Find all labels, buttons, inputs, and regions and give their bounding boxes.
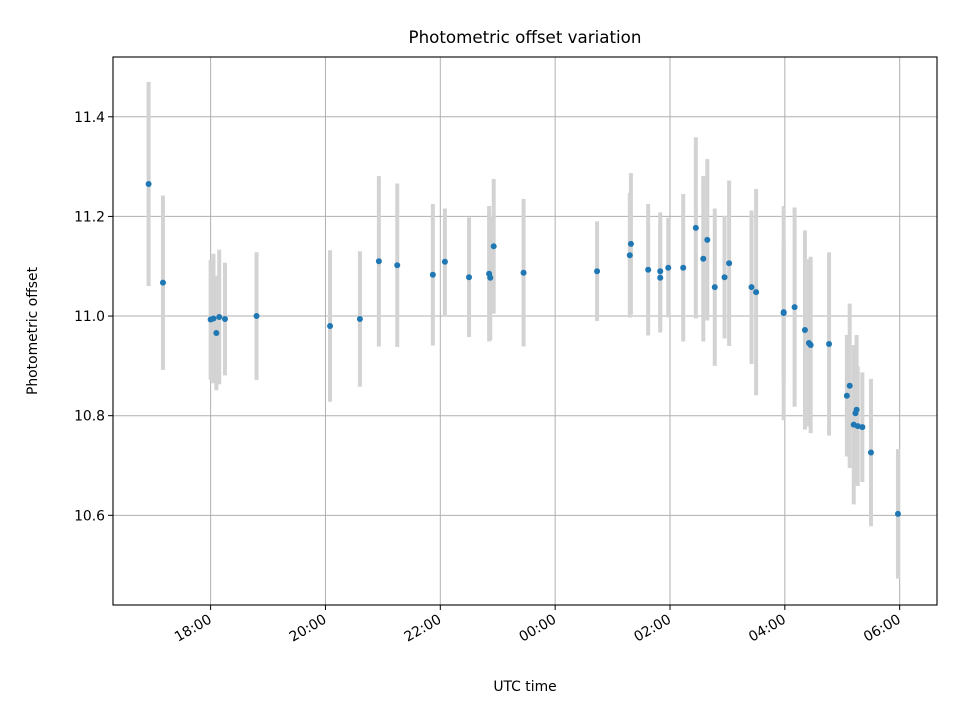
data-point xyxy=(254,313,260,319)
data-point xyxy=(749,284,755,290)
y-tick-label: 10.8 xyxy=(74,409,105,425)
data-point xyxy=(868,450,874,456)
chart-title: Photometric offset variation xyxy=(409,27,642,47)
data-point xyxy=(859,424,865,430)
data-point xyxy=(487,275,493,281)
data-point xyxy=(826,341,832,347)
data-point xyxy=(430,272,436,278)
data-point xyxy=(357,316,363,322)
chart: 18:00 20:00 22:00 00:00 02:00 04:00 06:00 10.6… xyxy=(0,0,960,720)
data-point xyxy=(594,268,600,274)
data-point xyxy=(844,393,850,399)
data-point xyxy=(722,274,728,280)
data-point xyxy=(442,259,448,265)
data-point xyxy=(792,304,798,310)
data-point xyxy=(712,284,718,290)
data-point xyxy=(146,181,152,187)
data-point xyxy=(222,316,228,322)
data-point xyxy=(665,265,671,271)
data-point xyxy=(628,241,634,247)
y-tick-label: 11.4 xyxy=(74,110,105,126)
y-tick-label: 11.0 xyxy=(74,309,105,325)
y-tick-label: 10.6 xyxy=(74,508,105,524)
data-point xyxy=(216,314,222,320)
data-point xyxy=(680,265,686,271)
data-point xyxy=(160,280,166,286)
data-point xyxy=(847,383,853,389)
data-point xyxy=(466,274,472,280)
data-point xyxy=(491,243,497,249)
data-point xyxy=(627,252,633,258)
data-point xyxy=(808,342,814,348)
data-point xyxy=(781,310,787,316)
data-point xyxy=(521,270,527,276)
y-tick-label: 11.2 xyxy=(74,209,105,225)
data-point xyxy=(895,511,901,517)
figure-background xyxy=(0,0,960,720)
x-axis-label: UTC time xyxy=(493,679,556,695)
data-point xyxy=(704,237,710,243)
data-point xyxy=(210,316,216,322)
data-point xyxy=(213,330,219,336)
data-point xyxy=(753,289,759,295)
data-point xyxy=(854,407,860,413)
data-point xyxy=(394,262,400,268)
data-point xyxy=(657,275,663,281)
data-point xyxy=(657,268,663,274)
data-point xyxy=(693,225,699,231)
data-point xyxy=(376,258,382,264)
y-axis-label: Photometric offset xyxy=(25,266,41,395)
data-point xyxy=(700,256,706,262)
data-point xyxy=(802,327,808,333)
data-point xyxy=(645,267,651,273)
data-point xyxy=(726,260,732,266)
data-point xyxy=(327,323,333,329)
